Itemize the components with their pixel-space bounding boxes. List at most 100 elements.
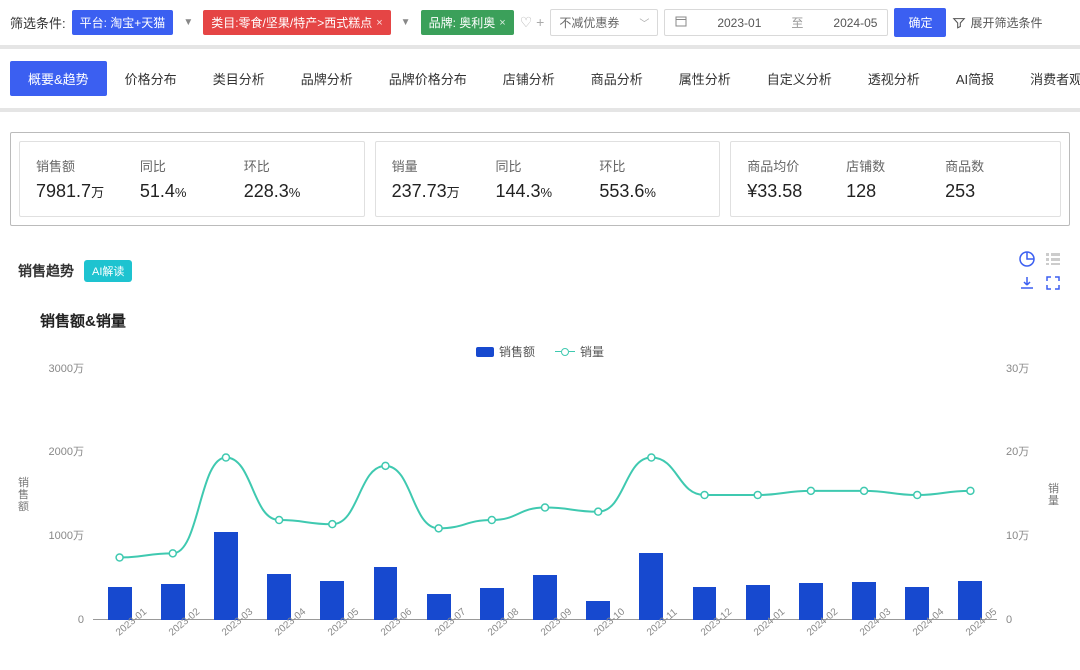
stat-label: 商品数 (945, 156, 1044, 175)
filter-tag-brand[interactable]: 品牌: 奥利奥 × (421, 10, 514, 35)
y-axis-right: 销量 010万20万30万 (1002, 370, 1062, 620)
chart-bar[interactable] (693, 587, 717, 620)
filter-icon (952, 16, 966, 30)
chart-type-icon[interactable] (1018, 250, 1036, 268)
stat-item: 同比51.4% (140, 156, 244, 202)
y-tick-left: 2000万 (49, 443, 84, 459)
chart-bar[interactable] (320, 581, 344, 620)
stats-card-volume: 销量237.73万同比 144.3%环比 553.6% (375, 141, 721, 217)
tab[interactable]: 概要&趋势 (10, 61, 107, 96)
stats-card-meta: 商品均价 ¥33.58店铺数 128商品数 253 (730, 141, 1061, 217)
filter-tag-category[interactable]: 类目:零食/坚果/特产>西式糕点 × (203, 10, 390, 35)
coupon-select[interactable]: 不减优惠券 ﹀ (550, 9, 658, 36)
tab[interactable]: 消费者观察 (1012, 61, 1080, 96)
tabs-bar: 概要&趋势价格分布类目分析品牌分析品牌价格分布店铺分析商品分析属性分析自定义分析… (0, 49, 1080, 112)
platform-dropdown-icon[interactable]: ▼ (179, 17, 197, 28)
chart-bar[interactable] (799, 583, 823, 620)
coupon-select-text: 不减优惠券 (559, 14, 619, 31)
chart-bar[interactable] (639, 553, 663, 620)
chart-bar[interactable] (533, 575, 557, 620)
expand-filter-text: 展开筛选条件 (970, 14, 1042, 31)
chart-bar[interactable] (852, 582, 876, 620)
tab[interactable]: 品牌价格分布 (371, 61, 485, 96)
x-axis: 2023-012023-022023-032023-042023-052023-… (93, 620, 997, 670)
legend-item-bar[interactable]: 销售额 (476, 343, 535, 360)
tab[interactable]: 属性分析 (661, 61, 749, 96)
stat-item: 同比 144.3% (495, 156, 599, 202)
filter-label: 筛选条件: (10, 13, 66, 32)
stat-label: 环比 (599, 156, 703, 175)
category-dropdown-icon[interactable]: ▼ (397, 17, 415, 28)
stats-card-sales: 销售额 7981.7万同比51.4%环比 228.3% (19, 141, 365, 217)
chart-bar[interactable] (161, 584, 185, 620)
chart-legend: 销售额 销量 (0, 343, 1080, 360)
expand-filter-button[interactable]: 展开筛选条件 (952, 14, 1042, 31)
tab[interactable]: 自定义分析 (749, 61, 850, 96)
chart-bar[interactable] (427, 594, 451, 620)
filter-tag-platform[interactable]: 平台: 淘宝+天猫 (72, 10, 174, 35)
stat-item: 商品均价 ¥33.58 (747, 156, 846, 202)
chart-bar[interactable] (958, 581, 982, 620)
stat-label: 环比 (244, 156, 348, 175)
tab[interactable]: 类目分析 (195, 61, 283, 96)
stat-label: 销量 (392, 156, 496, 175)
fullscreen-icon[interactable] (1044, 274, 1062, 292)
chart-bar[interactable] (214, 532, 238, 620)
legend-item-line[interactable]: 销量 (555, 343, 604, 360)
stat-item: 商品数 253 (945, 156, 1044, 202)
stat-value: 51.4% (140, 181, 244, 202)
stat-label: 店铺数 (846, 156, 945, 175)
download-icon[interactable] (1018, 274, 1036, 292)
stat-value: 128 (846, 181, 945, 202)
stat-value: 253 (945, 181, 1044, 202)
y-tick-left: 1000万 (49, 527, 84, 543)
list-view-icon[interactable] (1044, 250, 1062, 268)
stat-label: 同比 (495, 156, 599, 175)
chart-bar[interactable] (267, 574, 291, 620)
stat-value: 144.3% (495, 181, 599, 202)
date-from: 2023-01 (717, 16, 761, 30)
legend-bar-swatch (476, 347, 494, 357)
stat-label: 销售额 (36, 156, 140, 175)
stat-item: 销售额 7981.7万 (36, 156, 140, 202)
tab[interactable]: 店铺分析 (485, 61, 573, 96)
tab[interactable]: 透视分析 (850, 61, 938, 96)
close-icon[interactable]: × (499, 17, 505, 29)
y-axis-left: 销售额 01000万2000万3000万 (18, 370, 88, 620)
chart-bar[interactable] (374, 567, 398, 620)
stat-value: 7981.7万 (36, 181, 140, 202)
confirm-button[interactable]: 确定 (894, 8, 946, 37)
date-to: 2024-05 (833, 16, 877, 30)
tab[interactable]: 商品分析 (573, 61, 661, 96)
stat-item: 销量237.73万 (392, 156, 496, 202)
y-tick-left: 0 (78, 614, 84, 626)
stat-value: 553.6% (599, 181, 703, 202)
trend-header: 销售趋势 AI解读 (0, 250, 1080, 292)
date-range-input[interactable]: 2023-01 至 2024-05 (664, 9, 888, 36)
ai-interpret-badge[interactable]: AI解读 (84, 260, 132, 282)
tab[interactable]: 品牌分析 (283, 61, 371, 96)
stat-value: ¥33.58 (747, 181, 846, 202)
heart-icon[interactable]: ♡ + (520, 14, 545, 31)
y-right-label: 销量 (1048, 483, 1062, 507)
chart-bar[interactable] (905, 587, 929, 620)
y-tick-right: 0 (1006, 614, 1012, 626)
y-left-label: 销售额 (18, 477, 32, 513)
tab[interactable]: AI简报 (938, 61, 1012, 96)
legend-bar-label: 销售额 (499, 343, 535, 360)
stats-row: 销售额7981.7万同比51.4%环比228.3% 销量237.73万同比144… (19, 141, 1061, 217)
filter-tag-category-text: 类目:零食/坚果/特产>西式糕点 (211, 14, 372, 31)
close-icon[interactable]: × (376, 17, 382, 29)
stat-label: 商品均价 (747, 156, 846, 175)
filter-bar: 筛选条件: 平台: 淘宝+天猫 ▼ 类目:零食/坚果/特产>西式糕点 × ▼ 品… (0, 0, 1080, 49)
chart-bar[interactable] (480, 588, 504, 620)
y-tick-left: 3000万 (49, 360, 84, 376)
date-separator: 至 (791, 14, 803, 31)
chart-bar[interactable] (746, 585, 770, 620)
calendar-icon (675, 15, 687, 30)
chart-bar[interactable] (108, 587, 132, 620)
chart-area: 销售额 01000万2000万3000万 销量 010万20万30万 2023-… (18, 370, 1062, 670)
stat-value: 228.3% (244, 181, 348, 202)
legend-line-label: 销量 (580, 343, 604, 360)
tab[interactable]: 价格分布 (107, 61, 195, 96)
